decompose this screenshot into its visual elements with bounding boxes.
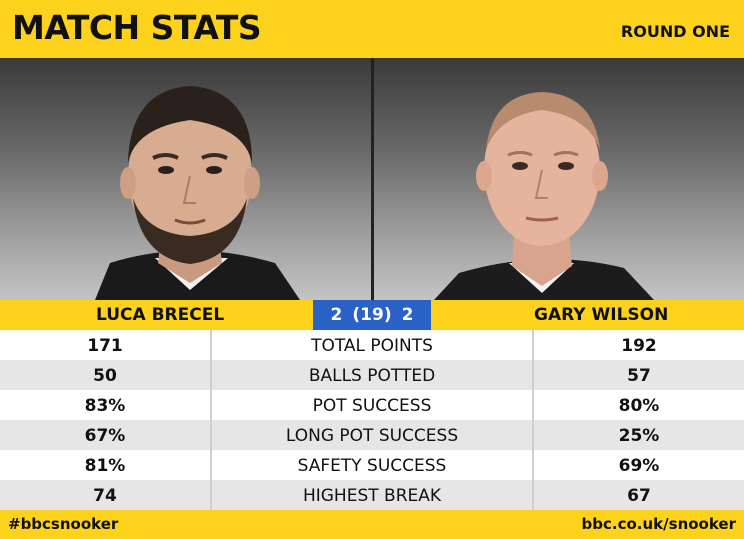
round-label: ROUND ONE [620, 22, 730, 41]
stat-label: TOTAL POINTS [311, 336, 433, 356]
stat-left-value: 50 [93, 366, 117, 386]
stat-row: 83% POT SUCCESS 80% [0, 390, 744, 420]
stats-table: 171 TOTAL POINTS 192 50 BALLS POTTED 57 … [0, 330, 744, 510]
player-photo-right [374, 58, 744, 300]
column-divider-right [532, 330, 534, 510]
footer-hashtag: #bbcsnooker [8, 515, 119, 533]
stat-left-value: 81% [84, 456, 126, 476]
player-photo-left [0, 58, 371, 300]
stat-label: SAFETY SUCCESS [297, 456, 447, 476]
stat-right-value: 192 [621, 336, 657, 356]
stat-row: 171 TOTAL POINTS 192 [0, 330, 744, 360]
stat-row: 67% LONG POT SUCCESS 25% [0, 420, 744, 450]
stat-row: 74 HIGHEST BREAK 67 [0, 480, 744, 510]
column-divider-left [210, 330, 212, 510]
player-photos [0, 58, 744, 300]
stat-row: 50 BALLS POTTED 57 [0, 360, 744, 390]
score-badge: 2 (19) 2 [313, 300, 431, 330]
player-name-right: GARY WILSON [534, 305, 669, 325]
stat-label: POT SUCCESS [312, 396, 432, 416]
stat-left-value: 74 [93, 486, 117, 506]
header-bar: MATCH STATS ROUND ONE [0, 0, 744, 58]
stat-label: LONG POT SUCCESS [285, 426, 459, 446]
score-left: 2 [330, 305, 343, 325]
footer-bar: #bbcsnooker bbc.co.uk/snooker [0, 510, 744, 539]
player-portrait-left-icon [95, 86, 300, 300]
score-right: 2 [401, 305, 414, 325]
stat-right-value: 25% [618, 426, 660, 446]
stat-label: BALLS POTTED [308, 366, 436, 386]
stat-left-value: 67% [84, 426, 126, 446]
stat-left-value: 83% [84, 396, 126, 416]
player-portrait-right-icon [434, 92, 654, 300]
score-frames: (19) [352, 305, 392, 325]
stat-right-value: 80% [618, 396, 660, 416]
photo-divider [371, 58, 374, 300]
stat-right-value: 57 [627, 366, 651, 386]
page-title: MATCH STATS [12, 8, 262, 47]
stat-label: HIGHEST BREAK [302, 486, 442, 506]
stat-right-value: 67 [627, 486, 651, 506]
player-name-left: LUCA BRECEL [96, 305, 225, 325]
stat-right-value: 69% [618, 456, 660, 476]
footer-url: bbc.co.uk/snooker [581, 515, 736, 533]
stat-row: 81% SAFETY SUCCESS 69% [0, 450, 744, 480]
stat-left-value: 171 [87, 336, 123, 356]
